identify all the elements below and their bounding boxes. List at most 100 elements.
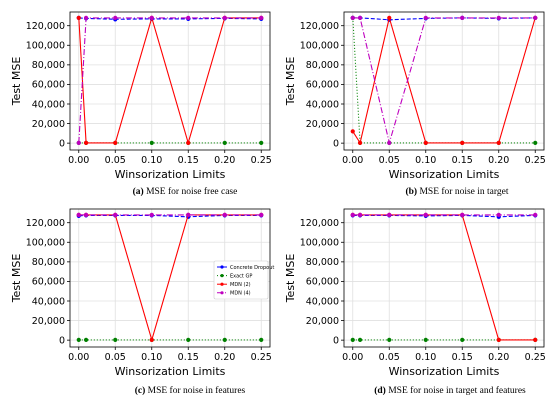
data-point-mdn4 (423, 212, 428, 217)
data-point-mdn4 (83, 15, 89, 20)
y-axis-label: Test MSE (284, 57, 297, 107)
x-tick-label: 0.25 (251, 352, 272, 363)
panel-caption: (d) MSE for noise in target and features (374, 385, 526, 396)
data-point-mdn4 (387, 212, 392, 217)
y-tick-label: 100,000 (300, 238, 339, 249)
data-point-exactgp (222, 337, 227, 342)
panel-caption-text: MSE for noise in features (145, 385, 245, 396)
x-tick-label: 0.05 (105, 352, 126, 363)
data-point-mdn4 (222, 212, 227, 217)
x-tick-label: 0.25 (525, 155, 546, 166)
x-tick-label: 0.10 (415, 352, 436, 363)
x-tick-label: 0.05 (105, 155, 126, 166)
data-point-mdn4 (496, 212, 501, 217)
data-point-mdn2 (533, 337, 538, 342)
legend-label-exactgp: Exact GP (230, 273, 252, 279)
y-tick-label: 120,000 (300, 218, 339, 229)
data-point-mdn2 (83, 140, 89, 145)
data-point-exactgp (259, 140, 264, 145)
data-point-mdn4 (186, 15, 191, 20)
x-tick-label: 0.10 (141, 352, 162, 363)
data-point-exactgp (76, 337, 81, 342)
legend-label-mdn4: MDN (4) (230, 291, 251, 297)
series-line-exactgp (352, 17, 536, 144)
data-point-mdn4 (460, 15, 465, 20)
data-point-exactgp (423, 337, 428, 342)
x-tick-label: 0.25 (251, 155, 272, 166)
x-tick-label: 0.15 (452, 155, 473, 166)
x-tick-label: 0.15 (178, 155, 199, 166)
series-line-concrete (352, 17, 536, 21)
y-axis-label: Test MSE (10, 57, 23, 107)
data-point-mdn4 (186, 212, 191, 217)
data-point-exactgp (357, 337, 363, 342)
data-point-mdn4 (460, 212, 465, 217)
data-point-mdn4 (259, 15, 264, 20)
legend: Concrete Dropout Exact GP MDN (2) MDN (4) (213, 260, 274, 300)
x-axis-label: Winsorization Limits (389, 168, 500, 181)
plot-frame (69, 208, 271, 348)
panel-caption-tag: (a) (133, 186, 144, 197)
x-tick-label: 0.05 (379, 352, 400, 363)
legend-marker-mdn4 (220, 291, 224, 295)
legend-marker-mdn2 (220, 282, 224, 286)
y-tick-label: 20,000 (306, 316, 339, 327)
series-line-mdn2 (352, 15, 536, 145)
y-tick-label: 0 (333, 138, 339, 149)
y-tick-label: 40,000 (32, 99, 65, 110)
data-point-mdn4 (76, 140, 81, 145)
y-tick-label: 0 (59, 138, 65, 149)
panel-caption-text: MSE for noise in target and features (386, 385, 526, 396)
data-point-exactgp (259, 337, 264, 342)
y-tick-label: 120,000 (26, 21, 65, 32)
plot-frame (343, 208, 545, 348)
y-tick-label: 0 (333, 335, 339, 346)
series-line-mdn2 (352, 214, 536, 341)
panel-caption: (a) MSE for noise free case (133, 186, 238, 197)
data-point-exactgp (149, 140, 154, 145)
data-point-exactgp (83, 337, 89, 342)
x-tick-label: 0.20 (214, 352, 235, 363)
data-point-mdn4 (496, 15, 501, 20)
y-tick-label: 60,000 (306, 80, 339, 91)
x-tick-label: 0.05 (379, 155, 400, 166)
data-point-exactgp (350, 337, 355, 342)
y-tick-label: 80,000 (306, 257, 339, 268)
y-tick-label: 20,000 (32, 316, 65, 327)
panel-caption: (c) MSE for noise in features (135, 385, 246, 396)
data-point-mdn4 (387, 140, 392, 145)
x-tick-label: 0.20 (214, 155, 235, 166)
data-point-mdn4 (533, 212, 538, 217)
y-tick-label: 20,000 (306, 119, 339, 130)
plot-frame (343, 11, 545, 151)
panel-caption-tag: (d) (374, 385, 386, 396)
data-point-mdn2 (496, 337, 501, 342)
data-point-mdn4 (533, 15, 538, 20)
data-point-mdn4 (113, 15, 118, 20)
data-point-mdn4 (357, 212, 363, 217)
x-tick-label: 0.10 (141, 155, 162, 166)
x-axis-label: Winsorization Limits (389, 365, 500, 378)
legend-label-mdn2: MDN (2) (230, 282, 251, 288)
series-line-concrete (352, 214, 536, 218)
panel-caption: (b) MSE for noise in target (405, 186, 508, 197)
data-point-exactgp (533, 140, 538, 145)
data-point-mdn2 (113, 140, 118, 145)
y-axis-label: Test MSE (284, 254, 297, 304)
x-axis-label: Winsorization Limits (115, 168, 226, 181)
y-tick-label: 40,000 (306, 99, 339, 110)
x-axis-label: Winsorization Limits (115, 365, 226, 378)
y-tick-label: 0 (59, 335, 65, 346)
x-tick-label: 0.15 (178, 352, 199, 363)
legend-label-concrete: Concrete Dropout (230, 265, 274, 271)
data-point-mdn2 (76, 15, 81, 20)
series-line-mdn4 (352, 17, 536, 146)
data-point-exactgp (186, 337, 191, 342)
chart-panel-a: 0 20,000 40,000 60,000 80,000 100,000 120,000 0… (10, 11, 272, 197)
chart-panel-b: 0 20,000 40,000 60,000 80,000 100,000 120,000 0… (284, 11, 546, 197)
data-point-exactgp (222, 140, 227, 145)
data-point-mdn2 (496, 140, 501, 145)
x-tick-label: 0.00 (68, 155, 89, 166)
legend-marker-concrete (220, 265, 224, 269)
